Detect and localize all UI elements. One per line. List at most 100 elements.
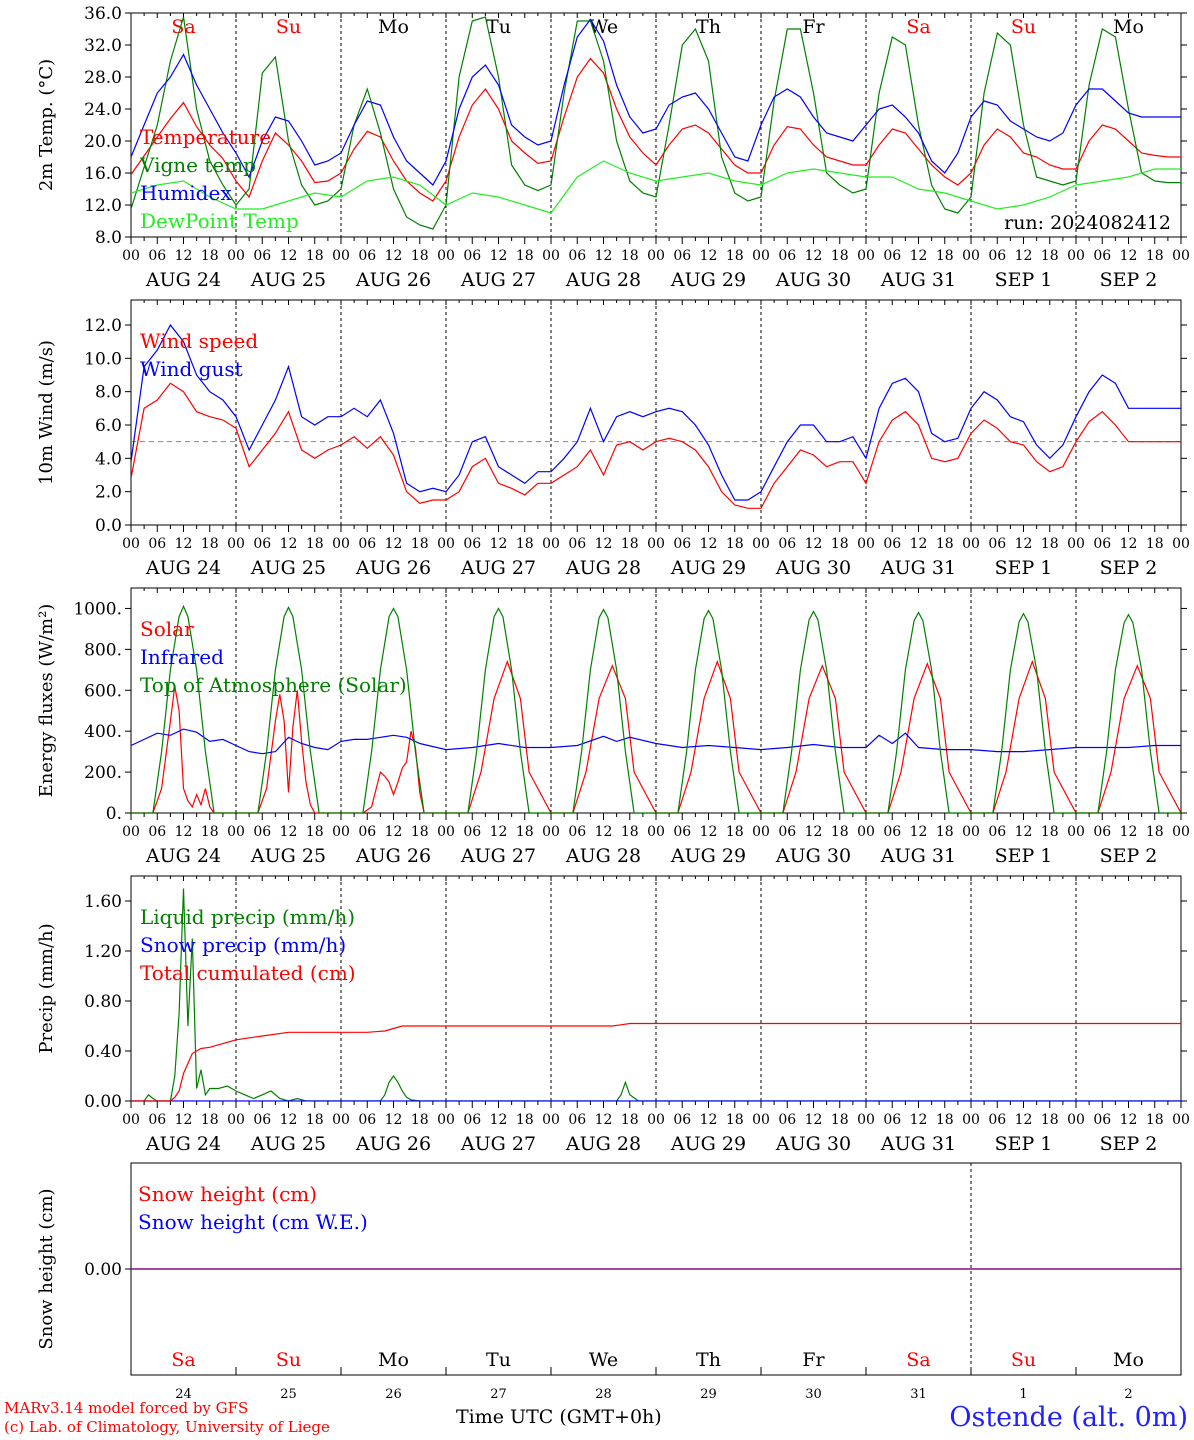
hour-label: 18 (411, 1112, 429, 1128)
hour-label: 06 (358, 248, 376, 264)
hour-label: 12 (280, 824, 298, 840)
series-wind-0 (131, 382, 1181, 509)
hour-label: 12 (1120, 1112, 1138, 1128)
panel-temp: 8.0 12.0 16.0 20.0 24.0 28.0 32.0 36.0 2m Temp. … (36, 4, 1190, 291)
hour-label: 18 (306, 248, 324, 264)
hour-label: 18 (306, 536, 324, 552)
day-abbr: Tu (486, 16, 511, 38)
hour-label: 06 (988, 536, 1006, 552)
panel-wind: 0.0 2.0 4.0 6.0 8.0 10.0 12.0 10m Wind (m/s) 00 0… (36, 299, 1190, 579)
hour-label: 12 (385, 536, 403, 552)
hour-label: 06 (1093, 824, 1111, 840)
run-label: run: 2024082412 (1004, 212, 1171, 234)
legend-entry: Temperature (140, 125, 271, 149)
hour-label: 06 (253, 824, 271, 840)
panel-frame (130, 587, 1182, 814)
hour-label: 00 (1172, 824, 1190, 840)
hour-label: 18 (831, 536, 849, 552)
y-tick-label: 0.0 (95, 516, 122, 536)
hour-label: 12 (385, 824, 403, 840)
hour-label: 06 (148, 824, 166, 840)
hour-label: 12 (595, 1112, 613, 1128)
hour-label: 06 (568, 536, 586, 552)
hour-label: 00 (332, 824, 350, 840)
hour-label: 18 (831, 1112, 849, 1128)
hour-label: 18 (1041, 536, 1059, 552)
hour-label: 00 (227, 1112, 245, 1128)
hour-label: 12 (175, 1112, 193, 1128)
y-tick-label: 32.0 (84, 36, 122, 56)
legend-entry: Liquid precip (mm/h) (140, 905, 355, 929)
series-energy-1 (131, 728, 1181, 755)
date-label: SEP 1 (995, 1133, 1053, 1155)
series-energy-0 (131, 659, 1181, 813)
day-number: 27 (490, 1387, 507, 1402)
hour-label: 00 (227, 248, 245, 264)
hour-label: 18 (936, 1112, 954, 1128)
hour-label: 00 (1172, 1112, 1190, 1128)
hour-label: 18 (201, 536, 219, 552)
day-abbr: Mo (1113, 1349, 1144, 1371)
hour-label: 18 (516, 248, 534, 264)
hour-label: 06 (673, 1112, 691, 1128)
hour-label: 12 (700, 1112, 718, 1128)
date-label: AUG 26 (355, 845, 431, 867)
hour-label: 00 (752, 824, 770, 840)
hour-label: 12 (1120, 824, 1138, 840)
hour-label: 12 (175, 536, 193, 552)
hour-label: 18 (621, 824, 639, 840)
hour-label: 12 (490, 1112, 508, 1128)
day-number: 26 (385, 1387, 402, 1402)
legend-entry: Snow height (cm) (138, 1182, 317, 1206)
hour-label: 18 (201, 248, 219, 264)
y-tick-label: 0.00 (84, 1260, 122, 1280)
hour-label: 00 (752, 536, 770, 552)
legend-entry: Vigne temp (139, 153, 256, 177)
hour-label: 18 (831, 824, 849, 840)
hour-label: 18 (936, 824, 954, 840)
hour-label: 12 (280, 536, 298, 552)
day-abbr: Su (1011, 16, 1036, 38)
day-abbr: Sa (171, 16, 195, 38)
hour-label: 00 (542, 536, 560, 552)
day-abbr: Sa (906, 16, 930, 38)
date-label: AUG 29 (670, 845, 746, 867)
hour-label: 06 (988, 248, 1006, 264)
hour-label: 18 (411, 248, 429, 264)
hour-label: 00 (332, 248, 350, 264)
hour-label: 12 (595, 248, 613, 264)
hour-label: 06 (253, 248, 271, 264)
hour-label: 06 (568, 248, 586, 264)
y-tick-label: 12.0 (84, 196, 122, 216)
hour-label: 12 (910, 536, 928, 552)
date-label: AUG 27 (460, 557, 536, 579)
hour-label: 12 (805, 248, 823, 264)
date-label: AUG 31 (880, 557, 956, 579)
hour-label: 00 (647, 824, 665, 840)
hour-label: 06 (1093, 536, 1111, 552)
hour-label: 00 (857, 824, 875, 840)
hour-label: 18 (201, 1112, 219, 1128)
hour-label: 00 (857, 1112, 875, 1128)
panel-precip: 0.00 0.40 0.80 1.20 1.60 Precip (mm/h) 00 06 12 1… (36, 875, 1190, 1155)
date-label: AUG 24 (145, 269, 221, 291)
day-number: 1 (1019, 1387, 1027, 1402)
date-label: AUG 31 (880, 1133, 956, 1155)
date-label: AUG 24 (145, 557, 221, 579)
date-label: SEP 2 (1100, 269, 1158, 291)
hour-label: 18 (306, 1112, 324, 1128)
day-abbr: Sa (906, 1349, 930, 1371)
y-axis-label: Energy fluxes (W/m²) (36, 604, 57, 798)
hour-label: 12 (595, 536, 613, 552)
date-label: SEP 1 (995, 845, 1053, 867)
hour-label: 00 (437, 1112, 455, 1128)
date-label: AUG 25 (250, 845, 326, 867)
y-tick-label: 4.0 (95, 449, 122, 469)
hour-label: 18 (1146, 1112, 1164, 1128)
hour-label: 06 (463, 1112, 481, 1128)
hour-label: 18 (726, 248, 744, 264)
hour-label: 00 (1067, 1112, 1085, 1128)
y-axis-label: 2m Temp. (°C) (36, 59, 57, 191)
hour-label: 18 (726, 824, 744, 840)
